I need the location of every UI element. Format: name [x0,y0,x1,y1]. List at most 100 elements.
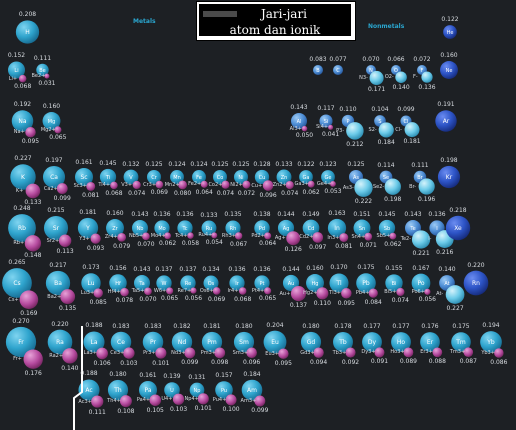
title-line-2: atom dan ionik [229,23,321,37]
atom-radius-re: 0.137 [179,266,197,274]
ion-cd [312,232,324,243]
ion-symbol-pa: Pa4+ [136,397,151,404]
symbol-cd: Cd [308,226,315,232]
atom-fr [5,326,37,358]
ion-ba [60,289,76,304]
ion-radius-cr: 0.069 [150,189,168,197]
symbol-fe: Fe [196,175,202,181]
atom-kr [437,165,461,189]
atom-co [213,170,227,184]
atom-ta [133,274,151,292]
atom-ac [78,379,100,401]
atom-pm [201,331,223,353]
atom-radius-cr: 0.125 [145,161,163,168]
atom-tc [177,220,193,236]
ion-radius-i: 0.216 [436,248,454,256]
ion-cl [404,122,420,138]
ion-ra [62,348,78,364]
ion-radius-cd: 0.097 [309,243,327,251]
ion-symbol-ru: Ru4+ [198,232,213,239]
ion-radius-tl: 0.095 [337,299,355,307]
atom-radius-ba: 0.217 [49,261,67,269]
ion-symbol-te: Te2- [400,236,412,243]
ion-radius-sn: 0.071 [359,241,377,249]
atom-radius-be: 0.111 [33,54,52,62]
atom-radius-gd: 0.180 [302,322,320,330]
atom-radius-ga: 0.122 [297,161,315,169]
atom-gd [300,331,322,353]
atom-al [290,112,308,130]
ion-radius-tm: 0.087 [459,358,477,365]
ion-radius-pr: 0.101 [152,359,170,367]
atom-radius-la: 0.188 [85,322,103,330]
ion-radius-ni: 0.072 [237,189,256,197]
ion-radius-na: 0.095 [21,138,40,146]
atom-radius-zn: 0.133 [275,160,293,168]
ion-symbol-ac: Ac3+ [78,398,92,405]
ion-symbol-po: Po6+ [411,288,425,295]
atom-ir [229,275,245,291]
ion-nb [142,232,150,241]
atom-na [11,110,34,132]
symbol-dy: Dy [368,339,377,346]
ion-f [421,71,433,83]
symbol-he: He [447,30,454,36]
atom-bi [385,274,403,292]
atom-radius-ta: 0.143 [133,265,151,273]
symbol-th: Th [113,387,122,394]
atom-sb [378,219,396,237]
ion-symbol-y: Y3+ [79,235,90,242]
atom-nd [171,331,193,353]
ion-y [90,233,101,244]
symbol-la: La [90,339,97,346]
atom-radius-na: 0.192 [13,101,32,109]
atom-sc [74,167,94,187]
ion-radius-rh: 0.067 [230,240,248,248]
symbol-li: Li [14,68,18,74]
symbol-ac: Ac [85,387,92,394]
symbol-cu: Cu [259,175,266,181]
ion-symbol-rh: Rh3+ [221,232,236,239]
ion-radius-pt: 0.065 [259,295,277,303]
atom-cs [2,268,32,298]
symbol-nd: Nd [178,339,186,346]
atom-radius-ge: 0.123 [319,161,337,169]
atom-hg [306,274,324,292]
ion-radius-sb: 0.062 [384,240,402,248]
ion-np [197,393,209,405]
symbol-te: Te [409,226,415,232]
ion-pt [264,287,272,295]
ion-tm [463,347,474,358]
ion-symbol-cu: Cu+ [251,182,263,189]
atom-radius-rn: 0.220 [467,261,485,269]
ion-radius-os: 0.069 [208,295,226,303]
atom-radius-cu: 0.128 [253,160,271,168]
ion-radius-fr: 0.176 [24,369,42,377]
ion-symbol-pm: Pm3+ [200,349,216,356]
ion-ti [110,181,118,190]
atom-pr [142,331,164,353]
atom-v [123,169,139,185]
ion-radius-sr: 0.113 [56,247,74,255]
symbol-w: W [162,281,167,287]
ion-symbol-cs: Cs+ [8,296,19,303]
ion-ge [330,181,336,187]
atom-radius-co: 0.125 [211,161,229,168]
ion-sc [86,181,96,191]
atom-radius-rb: 0.248 [13,205,31,213]
atom-c [333,65,343,75]
symbol-pt: Pt [260,281,265,287]
ion-u [172,393,185,405]
atom-tl [329,273,349,293]
atom-k [10,164,36,190]
ion-symbol-zr: Zr4+ [104,234,118,241]
ion-ga [307,180,315,188]
ion-radius-pu: 0.100 [222,406,240,414]
ion-symbol-eu: Eu3+ [265,350,279,357]
atom-radius-zr: 0.160 [106,210,124,218]
ion-as [354,178,373,197]
atom-radius-pd: 0.138 [253,211,271,219]
atom-tm [451,332,471,352]
ion-pd [264,232,272,240]
ion-radius-al: 0.050 [295,132,314,140]
